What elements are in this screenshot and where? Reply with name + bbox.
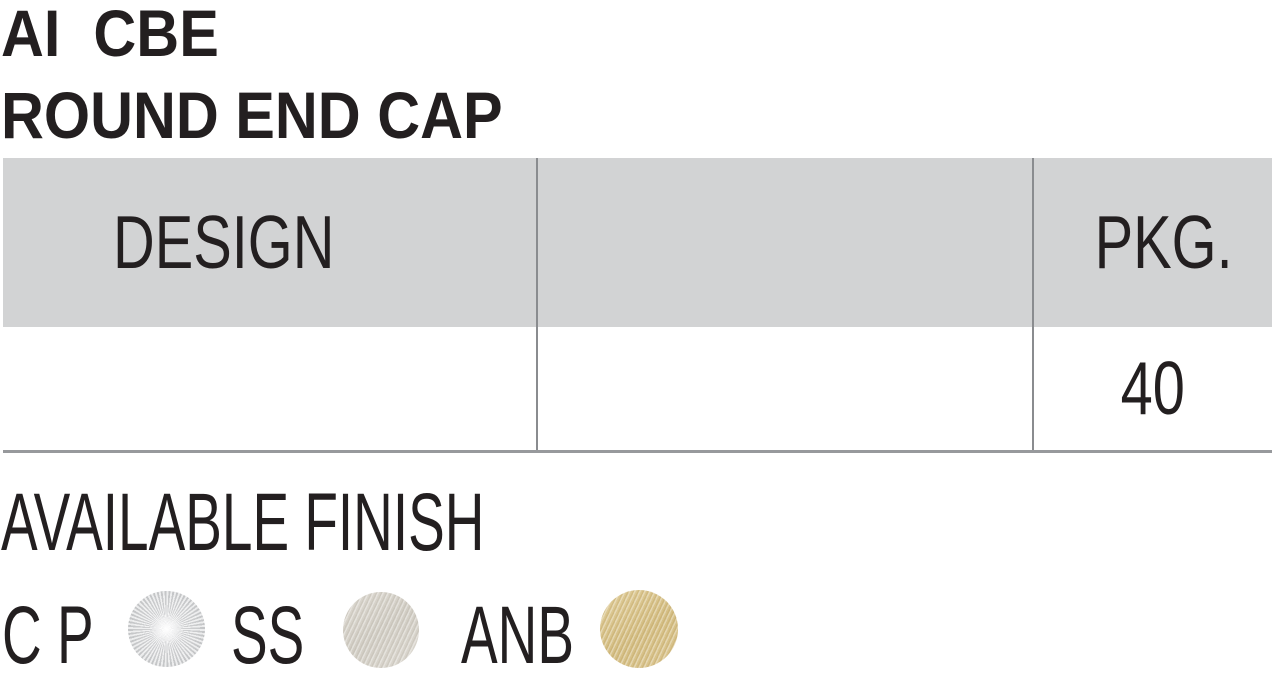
polished-chrome-swatch — [128, 591, 205, 667]
table-cell-design — [3, 327, 537, 450]
antique-brass-swatch — [600, 590, 678, 668]
available-finish-heading-text: AVAILABLE FINISH — [1, 477, 485, 568]
table-column-divider-1 — [536, 158, 538, 450]
product-code-text: AI CBE — [1, 0, 219, 70]
design-header-label: DESIGN — [113, 200, 335, 284]
table-cell-illustration — [537, 327, 1033, 450]
finish-code-anb-text: ANB — [461, 590, 574, 681]
stainless-steel-swatch — [343, 592, 419, 668]
finish-code-cp: C P — [2, 595, 139, 677]
finish-code-anb: ANB — [461, 595, 630, 677]
table-header-design: DESIGN — [3, 158, 596, 327]
table-column-divider-2 — [1032, 158, 1034, 450]
product-name-title: ROUND END CAP — [1, 82, 558, 148]
finish-code-ss-text: SS — [231, 590, 305, 681]
product-code-title: AI CBE — [1, 0, 243, 66]
table-header-row: DESIGN PKG. — [3, 158, 1272, 327]
available-finish-heading: AVAILABLE FINISH — [1, 482, 723, 564]
table-row: 40 — [3, 327, 1272, 450]
table-header-illustration — [596, 158, 1044, 327]
product-spec-table: DESIGN PKG. 40 — [3, 158, 1272, 453]
pkg-cell-value: 40 — [1120, 346, 1185, 430]
product-name-text: ROUND END CAP — [1, 78, 503, 152]
table-header-pkg: PKG. — [1044, 158, 1272, 327]
pkg-header-label: PKG. — [1094, 200, 1233, 284]
table-cell-pkg: 40 — [1033, 327, 1272, 450]
finish-code-ss: SS — [231, 595, 340, 677]
finish-code-cp-text: C P — [2, 590, 94, 681]
